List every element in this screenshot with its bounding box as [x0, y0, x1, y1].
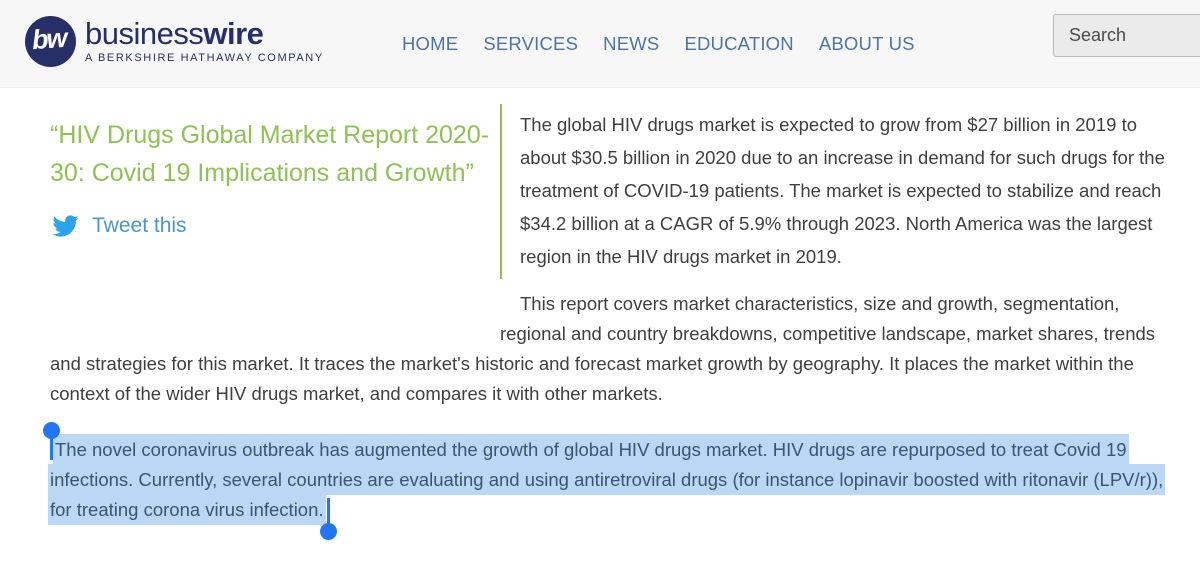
article-title: “HIV Drugs Global Market Report 2020-30:… [50, 121, 490, 187]
selection-start-handle[interactable] [43, 422, 60, 460]
nav-item-education[interactable]: EDUCATION [684, 33, 794, 54]
selection-end-handle[interactable] [319, 498, 337, 540]
businesswire-logo[interactable]: bw businesswire A BERKSHIRE HATHAWAY COM… [25, 16, 324, 67]
twitter-icon [52, 215, 79, 237]
main-nav: HOME SERVICES NEWS EDUCATION ABOUT US [402, 0, 915, 88]
site-header: bw businesswire A BERKSHIRE HATHAWAY COM… [0, 0, 1200, 88]
businesswire-monogram-icon: bw [25, 16, 76, 67]
brand-name: businesswire [85, 16, 264, 51]
logo-text: businesswire A BERKSHIRE HATHAWAY COMPAN… [85, 16, 324, 64]
selected-paragraph: The novel coronavirus outbreak has augme… [43, 422, 1178, 540]
article-content: “HIV Drugs Global Market Report 2020-30:… [0, 88, 1200, 540]
tweet-this-label: Tweet this [92, 214, 187, 237]
report-description-paragraph: This report covers market characteristic… [50, 293, 1156, 404]
brand-tagline: A BERKSHIRE HATHAWAY COMPANY [85, 52, 324, 64]
nav-item-about-us[interactable]: ABOUT US [818, 33, 915, 54]
selected-text: The novel coronavirus outbreak has augme… [48, 434, 1166, 525]
tweet-this-link[interactable]: Tweet this [50, 213, 235, 239]
monogram-letters: bw [30, 22, 67, 56]
nav-item-services[interactable]: SERVICES [483, 33, 579, 54]
search-input[interactable] [1053, 14, 1200, 57]
nav-item-home[interactable]: HOME [402, 33, 459, 54]
article-title-column: “HIV Drugs Global Market Report 2020-30:… [50, 101, 500, 341]
market-summary-quote: The global HIV drugs market is expected … [500, 104, 1178, 279]
nav-item-news[interactable]: NEWS [603, 33, 660, 54]
